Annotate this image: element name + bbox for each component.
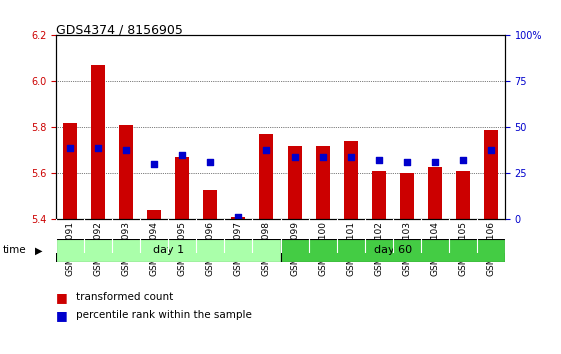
Bar bbox=[175, 158, 189, 219]
Text: ■: ■ bbox=[56, 309, 68, 321]
Point bbox=[178, 152, 187, 158]
Bar bbox=[371, 171, 385, 219]
Bar bbox=[203, 190, 217, 219]
Text: GDS4374 / 8156905: GDS4374 / 8156905 bbox=[56, 23, 183, 36]
Point bbox=[402, 159, 411, 165]
Bar bbox=[231, 217, 246, 219]
FancyBboxPatch shape bbox=[56, 239, 280, 262]
Bar bbox=[259, 135, 273, 219]
Bar bbox=[399, 173, 413, 219]
Point bbox=[290, 155, 299, 160]
Text: ■: ■ bbox=[56, 291, 68, 304]
Bar bbox=[343, 141, 357, 219]
Text: day 60: day 60 bbox=[374, 245, 412, 256]
FancyBboxPatch shape bbox=[280, 239, 505, 262]
Point bbox=[262, 148, 271, 153]
Text: percentile rank within the sample: percentile rank within the sample bbox=[76, 310, 252, 320]
Point bbox=[206, 159, 215, 165]
Point bbox=[486, 148, 495, 153]
Text: transformed count: transformed count bbox=[76, 292, 173, 302]
Bar bbox=[91, 65, 105, 219]
Bar bbox=[63, 123, 77, 219]
Bar bbox=[119, 125, 133, 219]
Bar bbox=[484, 130, 498, 219]
Point bbox=[374, 157, 383, 162]
Bar bbox=[456, 171, 470, 219]
Point bbox=[122, 148, 131, 153]
Point bbox=[458, 157, 467, 162]
Bar bbox=[147, 210, 162, 219]
Text: time: time bbox=[3, 245, 26, 255]
Bar bbox=[287, 146, 301, 219]
Point bbox=[346, 155, 355, 160]
Point bbox=[234, 215, 243, 220]
Bar bbox=[315, 146, 329, 219]
Point bbox=[150, 161, 159, 167]
Text: day 1: day 1 bbox=[153, 245, 184, 256]
Point bbox=[318, 155, 327, 160]
Point bbox=[66, 145, 75, 151]
Bar bbox=[427, 167, 442, 219]
Point bbox=[430, 159, 439, 165]
Point bbox=[94, 145, 103, 151]
Text: ▶: ▶ bbox=[35, 245, 42, 255]
